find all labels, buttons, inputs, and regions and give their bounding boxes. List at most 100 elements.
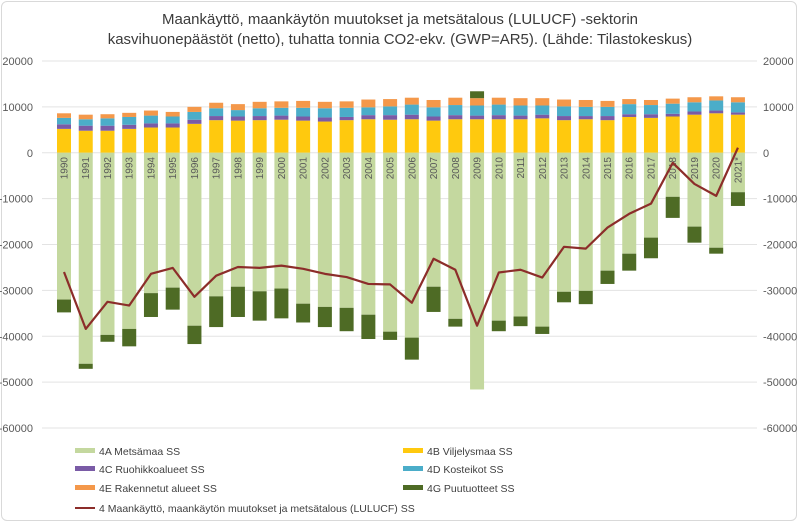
bar-segment	[622, 253, 637, 271]
bar-segment	[165, 111, 180, 117]
bar-segment	[470, 105, 485, 116]
bar-segment	[122, 124, 137, 129]
bar-segment	[100, 130, 115, 153]
x-tick-label: 2021*	[733, 157, 744, 183]
y-tick-label-left: -10000	[0, 194, 33, 206]
x-tick-label: 2004	[364, 157, 375, 180]
bar-segment	[230, 104, 245, 111]
y-tick-label-left: -60000	[0, 423, 33, 435]
bar-segment	[143, 152, 158, 294]
bar-segment	[339, 307, 354, 332]
y-tick-label-right: -40000	[763, 331, 797, 343]
bar-segment	[404, 152, 419, 338]
bar-segment	[252, 116, 267, 121]
bar-segment	[426, 107, 441, 117]
bar-segment	[274, 115, 289, 120]
bar-segment	[296, 303, 311, 323]
bar-segment	[339, 120, 354, 153]
bar-segment	[709, 96, 724, 101]
bar-segment	[122, 116, 137, 125]
bar-segment	[643, 99, 658, 106]
bar-segment	[665, 152, 680, 197]
legend-swatch	[75, 485, 95, 490]
bar-segment	[535, 118, 550, 153]
bar-segment	[491, 320, 506, 332]
bar-segment	[557, 291, 572, 303]
bar-segment	[687, 226, 702, 243]
x-tick-label: 2019	[690, 157, 701, 180]
y-tick-label-left: 10000	[2, 102, 33, 114]
bar-segment	[57, 152, 71, 300]
bar-segment	[274, 288, 289, 319]
bar-segment	[230, 286, 245, 317]
bar-segment	[317, 121, 332, 153]
bar-segment	[317, 108, 332, 118]
bar-segment	[361, 314, 376, 340]
bar-segment	[513, 115, 528, 120]
bar-segment	[252, 152, 267, 292]
bar-segment	[557, 106, 572, 117]
y-tick-label-right: -20000	[763, 240, 797, 252]
x-tick-label: 2016	[625, 157, 636, 180]
bar-segment	[600, 270, 615, 284]
bar-segment	[187, 152, 202, 326]
bar-segment	[317, 152, 332, 307]
bar-segment	[404, 97, 419, 105]
bar-segment	[78, 363, 93, 369]
bar-segment	[143, 115, 158, 124]
bar-segment	[730, 102, 745, 113]
bar-segment	[709, 247, 724, 254]
bar-segment	[709, 110, 724, 114]
bar-segment	[426, 116, 441, 121]
bar-segment	[143, 127, 158, 153]
bar-segment	[622, 104, 637, 115]
bar-segment	[535, 98, 550, 106]
legend-label: 4A Metsämaa SS	[99, 446, 180, 458]
bar-segment	[209, 152, 224, 297]
bar-segment	[665, 113, 680, 117]
bar-segment	[600, 100, 615, 107]
bar-segment	[209, 296, 224, 328]
bar-segment	[100, 125, 115, 131]
bar-segment	[165, 287, 180, 310]
bar-segment	[383, 99, 398, 107]
bar-segment	[730, 97, 745, 103]
y-tick-label-right: -30000	[763, 285, 797, 297]
bar-segment	[78, 152, 93, 364]
bar-segment	[100, 152, 115, 335]
bar-segment	[165, 152, 180, 288]
bar-segment	[665, 116, 680, 153]
y-tick-label-left: 20000	[2, 56, 33, 68]
bar-segment	[339, 107, 354, 117]
bar-segment	[230, 120, 245, 153]
bar-segment	[78, 130, 93, 153]
bar-segment	[252, 120, 267, 153]
bar-segment	[404, 337, 419, 360]
legend-label: 4E Rakennetut alueet SS	[99, 483, 217, 495]
bar-segment	[513, 152, 528, 317]
bar-segment	[143, 123, 158, 128]
legend-label: 4B Viljelysmaa SS	[427, 446, 513, 458]
bar-segment	[383, 106, 398, 116]
x-tick-label: 2013	[560, 157, 571, 180]
bar-segment	[622, 114, 637, 117]
bar-segment	[296, 152, 311, 304]
bar-segment	[622, 116, 637, 153]
bar-segment	[230, 110, 245, 117]
bar-segment	[296, 100, 311, 108]
bar-segment	[252, 101, 267, 109]
bar-segment	[578, 99, 593, 107]
legend-swatch	[403, 466, 423, 471]
bar-segment	[122, 112, 137, 117]
chart-title-line-2: kasvihuonepäästöt (netto), tuhatta tonni…	[108, 31, 693, 48]
y-tick-label-left: -20000	[0, 240, 33, 252]
bar-segment	[209, 120, 224, 153]
bar-segment	[209, 116, 224, 121]
bar-segment	[622, 99, 637, 105]
bar-segment	[491, 104, 506, 116]
bar-segment	[78, 125, 93, 131]
bar-segment	[143, 110, 158, 116]
bar-segment	[470, 119, 485, 153]
bar-segment	[404, 104, 419, 115]
bar-segment	[57, 113, 71, 118]
